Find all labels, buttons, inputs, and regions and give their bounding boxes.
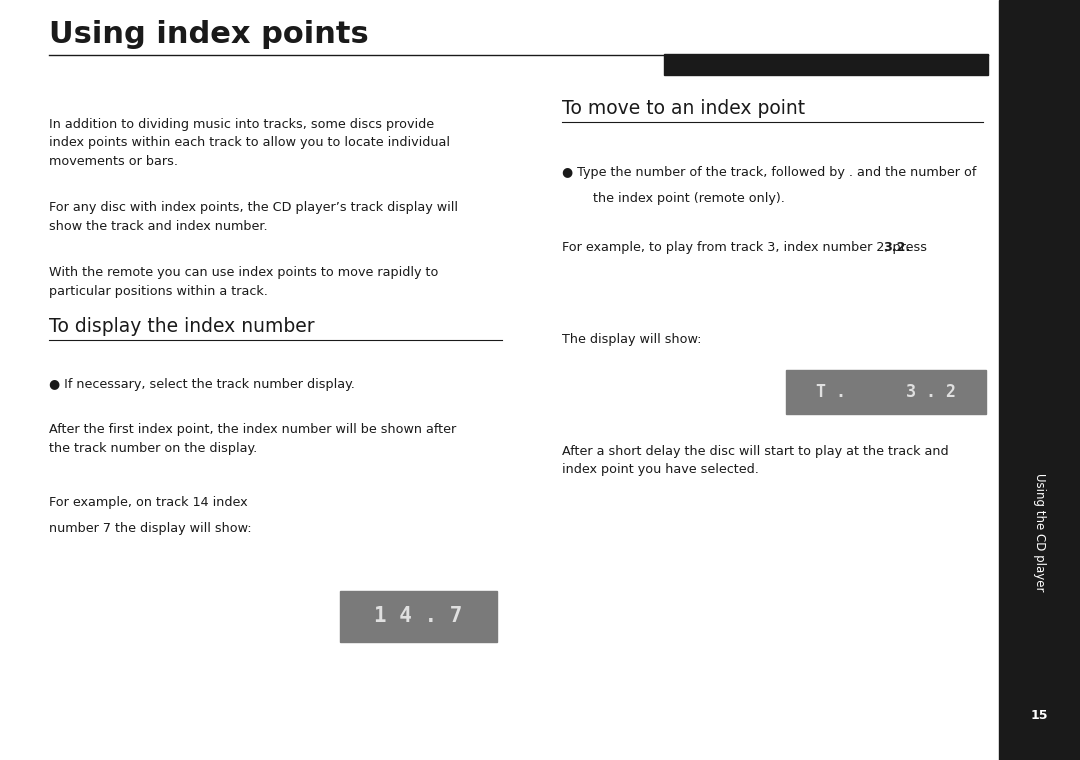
Text: 3.2.: 3.2.	[883, 241, 910, 254]
Text: For example, to play from track 3, index number 2, press: For example, to play from track 3, index…	[562, 241, 931, 254]
Text: In addition to dividing music into tracks, some discs provide
index points withi: In addition to dividing music into track…	[49, 118, 449, 168]
Text: ● Type the number of the track, followed by . and the number of: ● Type the number of the track, followed…	[562, 166, 976, 179]
Text: The display will show:: The display will show:	[562, 333, 701, 346]
Text: number 7 the display will show:: number 7 the display will show:	[49, 522, 252, 535]
Text: the index point (remote only).: the index point (remote only).	[581, 192, 785, 204]
Text: T .      3 . 2: T . 3 . 2	[816, 383, 956, 401]
Bar	[999, 0, 1080, 760]
Bar	[664, 54, 988, 75]
Text: ● If necessary, select the track number display.: ● If necessary, select the track number …	[49, 378, 354, 391]
Bar	[340, 591, 497, 642]
Text: To move to an index point: To move to an index point	[562, 99, 805, 118]
Text: For example, on track 14 index: For example, on track 14 index	[49, 496, 247, 508]
Text: Using the CD player: Using the CD player	[1032, 473, 1047, 591]
Text: After the first index point, the index number will be shown after
the track numb: After the first index point, the index n…	[49, 423, 456, 454]
Text: Using index points: Using index points	[49, 21, 368, 49]
Text: 1 4 . 7: 1 4 . 7	[375, 606, 462, 626]
Text: With the remote you can use index points to move rapidly to
particular positions: With the remote you can use index points…	[49, 266, 438, 297]
Text: After a short delay the disc will start to play at the track and
index point you: After a short delay the disc will start …	[562, 445, 948, 476]
Text: 15: 15	[1030, 709, 1049, 723]
Bar	[786, 370, 986, 414]
Text: For any disc with index points, the CD player’s track display will
show the trac: For any disc with index points, the CD p…	[49, 201, 458, 233]
Text: To display the index number: To display the index number	[49, 317, 314, 336]
